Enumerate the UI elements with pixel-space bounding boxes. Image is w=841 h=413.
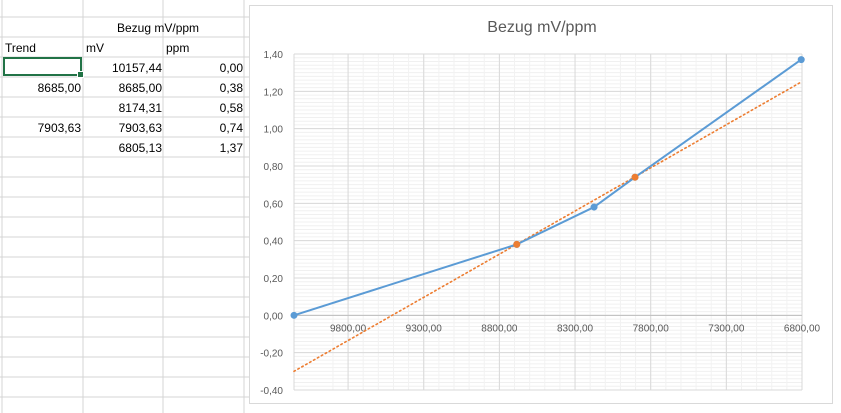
y-tick-label: -0,40 — [260, 386, 283, 397]
y-tick-label: 0,00 — [264, 311, 284, 322]
table-cell-mv[interactable]: 7903,63 — [118, 121, 162, 135]
trendline — [293, 81, 803, 373]
y-tick-label: 1,20 — [264, 87, 284, 98]
x-tick-label: 9800,00 — [330, 323, 367, 334]
y-tick-label: 1,00 — [264, 125, 284, 136]
table-cell-ppm[interactable]: 1,37 — [219, 141, 243, 155]
y-tick-label: 0,80 — [264, 162, 284, 173]
y-tick-label: 0,20 — [264, 274, 284, 285]
y-tick-label: -0,20 — [260, 349, 283, 360]
x-tick-label: 9300,00 — [406, 323, 443, 334]
table-cell-mv[interactable]: 8174,31 — [118, 101, 162, 115]
table-cell-ppm[interactable]: 0,00 — [219, 61, 243, 75]
y-tick-label: 0,40 — [264, 237, 284, 248]
table-cell-trend[interactable] — [3, 98, 81, 118]
table-cell-ppm[interactable]: 0,58 — [219, 101, 243, 115]
data-point — [513, 240, 521, 248]
table-cell-trend[interactable] — [3, 58, 81, 78]
x-tick-label: 8300,00 — [557, 323, 594, 334]
line-chart: Bezug mV/ppm -0,40 -0,20 0,00 0,20 0,40 0,60 0,… — [260, 19, 821, 397]
table-title: Bezug mV/ppm — [117, 21, 200, 35]
column-header-trend: Trend — [5, 41, 36, 55]
selected-cell[interactable] — [3, 57, 84, 78]
data-point — [797, 56, 805, 64]
x-tick-label: 8800,00 — [481, 323, 518, 334]
spreadsheet-grid — [0, 0, 249, 413]
table-cell-ppm[interactable]: 0,74 — [219, 121, 243, 135]
x-tick-label: 7300,00 — [708, 323, 745, 334]
y-tick-label: 1,40 — [264, 50, 284, 61]
y-tick-label: 0,60 — [264, 199, 284, 210]
x-tick-label: 7800,00 — [633, 323, 670, 334]
table-cell-trend[interactable] — [3, 138, 81, 158]
chart-title: Bezug mV/ppm — [487, 19, 596, 36]
column-header-mv: mV — [86, 41, 104, 55]
table-cell-trend[interactable]: 8685,00 — [37, 81, 81, 95]
table-cell-mv[interactable]: 8685,00 — [118, 81, 162, 95]
table-cell-mv[interactable]: 6805,13 — [118, 141, 162, 155]
table-cell-ppm[interactable]: 0,38 — [219, 81, 243, 95]
data-point — [631, 173, 639, 181]
table-cell-mv[interactable]: 10157,44 — [111, 61, 162, 75]
column-header-ppm: ppm — [166, 41, 190, 55]
series-line — [293, 58, 802, 317]
table-cell-trend[interactable]: 7903,63 — [37, 121, 81, 135]
data-point — [590, 203, 598, 211]
x-tick-label: 6800,00 — [784, 323, 821, 334]
data-point — [290, 311, 298, 319]
chart-area[interactable]: Bezug mV/ppm -0,40 -0,20 0,00 0,20 0,40 0,60 0,… — [249, 5, 833, 404]
